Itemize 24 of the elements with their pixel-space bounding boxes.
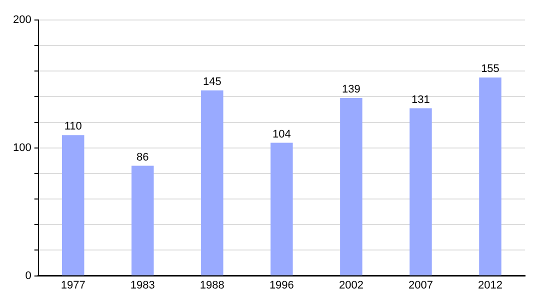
data-label: 145 <box>202 76 222 88</box>
bar <box>201 90 224 276</box>
bar <box>479 78 502 276</box>
x-tick-label: 2002 <box>338 279 364 292</box>
y-tick-label: 100 <box>12 142 32 154</box>
data-label: 86 <box>136 151 149 164</box>
data-label: 155 <box>481 63 500 76</box>
data-label: 104 <box>272 128 291 140</box>
bar <box>410 108 432 276</box>
x-tick-label: 1996 <box>269 279 294 292</box>
x-tick-label: 2012 <box>478 279 502 292</box>
x-tick-label: 1988 <box>200 279 224 292</box>
data-label: 131 <box>412 94 430 106</box>
bar <box>340 98 362 276</box>
y-tick-label: 0 <box>25 270 32 282</box>
bar <box>62 135 84 276</box>
x-tick-label: 2007 <box>408 279 433 292</box>
data-label: 139 <box>342 84 360 96</box>
bar <box>270 142 293 276</box>
x-tick-label: 1977 <box>60 279 86 292</box>
x-tick-label: 1983 <box>130 279 155 292</box>
y-tick-label: 200 <box>12 14 32 26</box>
data-label: 110 <box>64 120 82 133</box>
bar <box>132 166 154 276</box>
